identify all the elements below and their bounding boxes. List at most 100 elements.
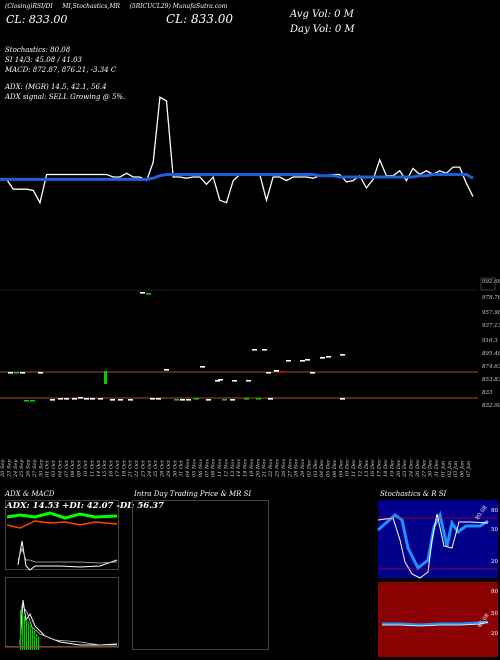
stoch-fast [377,510,489,571]
x-tick-label-17: 16 Oct [109,459,115,477]
adx-minus-di [6,520,118,529]
price-tick-47 [256,398,261,400]
price-tick-18 [300,360,305,362]
x-tick-label-3: 25 Sep [19,459,25,478]
price-tick-31 [84,398,89,400]
adx-plus-di [6,511,118,520]
x-tick-label-24: 25 Oct [153,459,159,478]
x-tick-label-1: 23 Sep [6,459,12,478]
x-tick-label-28: 31 Oct [179,459,185,477]
macd-hist-bar-2 [24,616,26,650]
price-tick-2 [20,372,25,374]
x-tick-label-12: 09 Oct [77,459,83,477]
adx-readout: ADX: 14.53 +DI: 42.07 -DI: 56.37 [6,501,164,511]
stoch-tick-0: 80 [491,508,498,514]
x-tick-label-5: 27 Sep [32,459,38,478]
macd-hist-bar-4 [28,622,30,650]
x-tick-label-63: 23 Dec [402,459,408,478]
price-tick-5 [146,293,151,295]
stochastics-value: Stochastics: 80.08 [5,46,71,54]
x-tick-label-60: 18 Dec [383,459,389,477]
x-tick-label-36: 13 Nov [230,459,236,477]
y-tick-label-4: 916.3 [482,338,498,344]
x-tick-label-68: 31 Dec [434,459,440,477]
average-line [0,173,474,181]
price-tick-10 [232,380,237,382]
y-tick-box [480,277,496,291]
price-tick-33 [98,398,103,400]
x-tick-label-27: 30 Oct [172,459,178,477]
price-tick-8 [215,380,220,382]
stochastics-panel [378,500,498,578]
x-tick-label-72: 06 Jan [460,461,466,477]
day-volume: Day Vol: 0 M [290,24,355,35]
x-tick-label-66: 27 Dec [421,459,427,478]
x-tick-label-41: 21 Nov [262,459,268,478]
x-tick-label-33: 08 Nov [211,459,217,477]
x-tick-label-67: 30 Dec [428,459,434,477]
x-tick-label-55: 11 Dec [351,459,357,477]
price-tick-4 [140,292,145,294]
price-tick-39 [174,399,179,401]
x-tick-label-70: 02 Jan [447,461,453,477]
x-tick-label-46: 28 Nov [294,459,300,478]
price-tick-17 [286,360,291,362]
x-tick-label-52: 06 Dec [332,459,338,477]
x-tick-label-31: 06 Nov [198,459,204,477]
macd-hist-bar-7 [34,631,36,650]
indicator-block: Stochastics: 80.08 SI 14/3: 45.08 / 41.0… [5,45,125,102]
x-tick-label-21: 22 Oct [134,459,140,478]
price-tick-32 [90,398,95,400]
price-tick-44 [222,399,227,401]
stoch-value: 80.08 [475,504,489,521]
x-tick-label-59: 17 Dec [377,459,383,477]
x-tick-label-25: 28 Oct [160,459,166,478]
price-tick-23 [310,372,315,374]
price-tick-25 [30,400,35,402]
x-tick-label-53: 09 Dec [338,459,344,477]
x-tick-label-71: 03 Jan [453,461,459,477]
price-tick-12 [252,349,257,351]
x-tick-label-64: 24 Dec [409,459,415,478]
adx-line-a [17,540,118,571]
adx-panel [5,500,119,570]
x-tick-label-19: 18 Oct [121,459,127,477]
macd-hist-bar-1 [22,613,24,650]
price-tick-40 [180,399,185,401]
price-tick-49 [340,398,345,400]
x-tick-label-50: 04 Dec [319,459,325,477]
rsi-tick-1: 50 [491,611,498,617]
x-tick-label-61: 19 Dec [389,459,395,477]
price-line [0,96,474,205]
rsi-tick-2: 20 [491,631,498,637]
x-tick-label-15: 14 Oct [96,459,102,477]
macd-hist-bar-8 [36,634,38,650]
macd-hist-bar-6 [32,628,34,650]
price-tick-1 [14,372,19,374]
x-tick-label-4: 26 Sep [26,459,32,478]
rsi-value: 45.08 [477,612,491,629]
x-tick-label-40: 20 Nov [255,459,261,478]
x-tick-label-38: 18 Nov [243,459,249,477]
price-tick-45 [230,399,235,401]
price-tick-29 [72,398,77,400]
price-tick-41 [186,399,191,401]
macd-hist-bar-9 [38,637,40,650]
x-tick-label-57: 13 Dec [364,459,370,477]
x-tick-label-51: 05 Dec [326,459,332,477]
x-tick-labels: 20 Sep 23 Sep 24 Sep 25 Sep 26 Sep 27 Sep 30 S… [0,459,472,478]
macd-value: MACD: 872.87, 876.21, -3.34 C [5,66,117,74]
price-tick-20 [320,357,325,359]
price-tick-48 [268,398,273,400]
price-tick-21 [326,356,331,358]
adx-line-b [17,547,118,564]
x-tick-label-30: 05 Nov [192,459,198,477]
adx-macd-title: ADX & MACD [5,490,55,498]
price-tick-9 [218,379,223,381]
y-tick-label-3: 937.13 [482,323,500,329]
y-tick-label-9: 832.99 [482,403,500,409]
y-tick-label-2: 957.98 [482,310,500,316]
price-tick-26 [50,399,55,401]
y-tick-labels: 992.68 978.76 957.98 937.13 916.3 895.48 874.6… [480,277,500,409]
